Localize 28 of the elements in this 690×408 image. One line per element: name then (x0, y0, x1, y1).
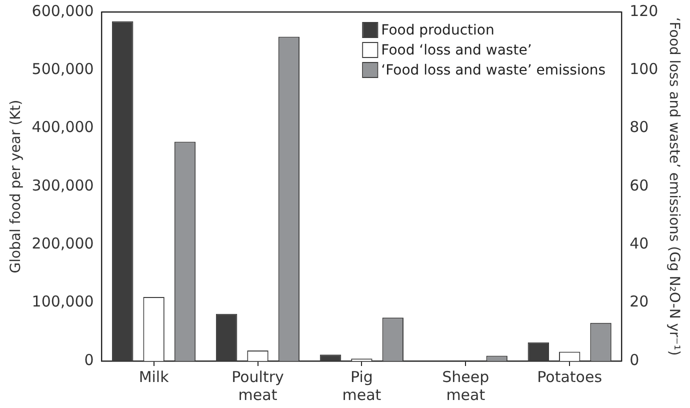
y-tick-label: 100,000 (32, 292, 94, 311)
legend-label: Food ‘loss and waste’ (381, 42, 532, 59)
y2-tick-label: 40 (630, 234, 649, 253)
bar (320, 354, 342, 361)
x-tick-label: Sheep meat (442, 368, 490, 404)
y2-axis-title: ‘Food loss and waste’ emissions (Gg N₂O-N yr⁻¹) (666, 17, 682, 356)
x-tick-label: Potatoes (537, 368, 602, 386)
bar (528, 342, 550, 361)
y-tick-label: 300,000 (32, 176, 94, 194)
y2-tick-label: 0 (630, 350, 640, 369)
y-tick-label: 600,000 (32, 2, 94, 20)
y-tick-label: 200,000 (32, 234, 94, 253)
legend-label: Food production (381, 22, 494, 39)
bar (112, 21, 134, 361)
y2-tick-label: 120 (630, 2, 658, 20)
y-tick-label: 400,000 (32, 118, 94, 136)
x-tick-label: Pig meat (342, 368, 382, 404)
y-tick-label: 500,000 (32, 60, 94, 78)
y2-tick-label: 20 (630, 292, 649, 311)
y2-tick-label: 60 (630, 176, 649, 194)
bar (216, 314, 238, 361)
x-tick-label: Milk (138, 368, 170, 386)
legend-label: ‘Food loss and waste’ emissions (381, 62, 606, 79)
y-tick-label: 0 (84, 350, 94, 369)
y2-tick-label: 100 (630, 60, 658, 78)
x-tick-label: Poultry meat (232, 368, 284, 404)
y2-tick-label: 80 (630, 118, 649, 136)
y-axis-title: Global food per year (Kt) (8, 100, 24, 274)
